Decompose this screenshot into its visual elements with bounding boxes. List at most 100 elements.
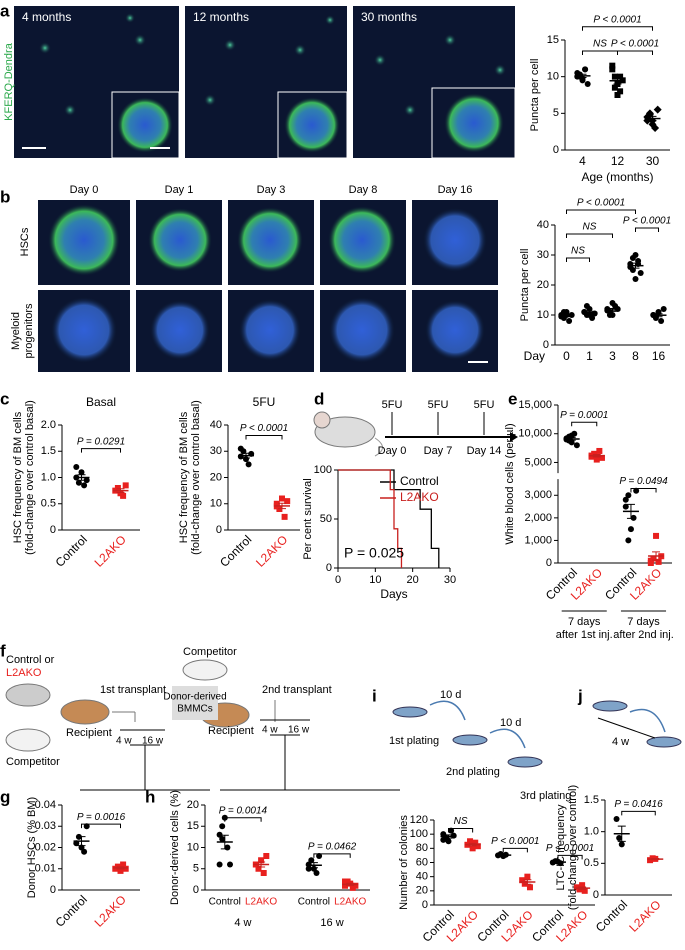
y-axis-label: Puncta per cell [529, 59, 541, 132]
data-point [637, 270, 644, 276]
significance-bracket [566, 209, 636, 214]
diagram-label: 2nd plating [446, 766, 500, 778]
significance-label: NS [454, 816, 468, 827]
x-tick-label: 0 [335, 574, 341, 586]
y-tick-label: 120 [410, 814, 428, 826]
error-bar [242, 452, 250, 459]
group-label: 16 w [320, 917, 343, 929]
x-tick-label: 30 [444, 574, 456, 586]
y-tick-label: 0 [50, 524, 56, 536]
data-point [120, 492, 127, 499]
day-label: Day 8 [349, 184, 378, 196]
error-bar [523, 879, 532, 885]
y-tick-label: 20 [537, 279, 549, 291]
day-label: Day 7 [424, 445, 453, 457]
significance-label: NS [571, 246, 585, 257]
panel-label: g [0, 787, 10, 806]
diagram-label: Recipient [208, 725, 254, 737]
y-axis-label: Donor-derived cells (%) [169, 790, 181, 905]
data-point [568, 432, 575, 439]
data-point [618, 841, 625, 848]
error-bar [631, 262, 640, 269]
panel-label: b [0, 187, 10, 206]
y-axis-label: (fold-change over control basal) [24, 400, 36, 555]
diagram-label: Competitor [183, 646, 237, 658]
data-point [281, 513, 288, 520]
y-tick-label: 40 [537, 219, 549, 231]
chart-title: 5FU [253, 395, 276, 409]
data-point [655, 558, 662, 565]
y-tick-label: 0 [553, 144, 559, 156]
x-tick-label: Control [53, 532, 90, 569]
ltc-diagram [592, 700, 682, 748]
data-point [81, 848, 88, 855]
diagram-label: Recipient [66, 727, 112, 739]
diagram-label: 3rd plating [520, 790, 571, 802]
y-tick-label: 40 [210, 419, 222, 431]
error-bar [651, 858, 660, 861]
mouse-icon [313, 411, 383, 457]
group-label: after 1st inj. [556, 629, 613, 641]
data-point [474, 843, 481, 850]
y-axis-label: LTC-IC frequency [555, 804, 567, 890]
y-tick-label: 0.5 [584, 857, 599, 869]
data-point [606, 312, 613, 318]
significance-bracket [582, 50, 618, 55]
y-axis-label: White blood cells (per µl) [504, 423, 516, 544]
survival-line [338, 469, 403, 568]
significance-label: P < 0.0001 [593, 14, 641, 25]
error-bar [578, 886, 587, 890]
y-tick-label: 15,000 [518, 399, 552, 411]
data-point [573, 442, 580, 449]
significance-bracket [502, 847, 528, 853]
image-label: 12 months [193, 10, 249, 24]
data-point [582, 66, 589, 73]
y-tick-label: 1,000 [524, 534, 552, 546]
data-point [658, 318, 665, 324]
significance-label: P < 0.0001 [491, 836, 539, 847]
data-point [584, 81, 591, 87]
panel-label: a [0, 1, 10, 20]
injection-label: 5FU [382, 399, 403, 411]
group-label: 7 days [568, 616, 601, 628]
data-point [519, 877, 526, 884]
y-tick-label: 30 [210, 445, 222, 457]
y-tick-label: 10 [210, 498, 222, 510]
y-axis-label: (fold-change over control basal) [190, 400, 202, 555]
y-axis-label: Donor HSCs (% BM) [26, 797, 38, 898]
significance-label: P = 0.0014 [219, 805, 268, 816]
data-point [609, 300, 616, 306]
y-axis-label: HSC frequency of BM cells [12, 411, 24, 543]
panel-label: i [372, 686, 377, 705]
annotation: P = 0.025 [344, 545, 404, 561]
day-label: Day 0 [378, 445, 407, 457]
error-bar [648, 115, 657, 122]
panel-label: e [508, 389, 517, 408]
x-axis-label: Days [380, 587, 407, 601]
y-tick-label: 0 [593, 889, 599, 901]
data-point [73, 464, 80, 470]
y-tick-label: 2.0 [41, 419, 56, 431]
y-tick-label: 100 [314, 464, 332, 476]
data-point [219, 836, 226, 842]
row-label: Myeloid [10, 312, 22, 350]
diagram-label: Competitor [6, 756, 60, 768]
data-point [625, 537, 632, 544]
x-tick-label: 4 [579, 154, 586, 168]
diagram-label: 4 w [116, 736, 132, 747]
x-tick-label: L2AKO [626, 897, 663, 934]
data-point [596, 447, 603, 454]
significance-bracket [313, 853, 351, 858]
data-point [117, 867, 124, 874]
significance-bracket [566, 233, 613, 238]
image-label: 30 months [361, 10, 417, 24]
data-point [83, 823, 90, 830]
y-tick-label: 60 [416, 856, 428, 868]
diagram-label: Control or [6, 654, 55, 666]
y-tick-label: 0 [422, 899, 428, 911]
data-point [611, 84, 618, 91]
diagram-label: BMMCs [177, 704, 213, 715]
x-tick-label: 3 [609, 349, 616, 363]
y-tick-label: 20 [210, 471, 222, 483]
